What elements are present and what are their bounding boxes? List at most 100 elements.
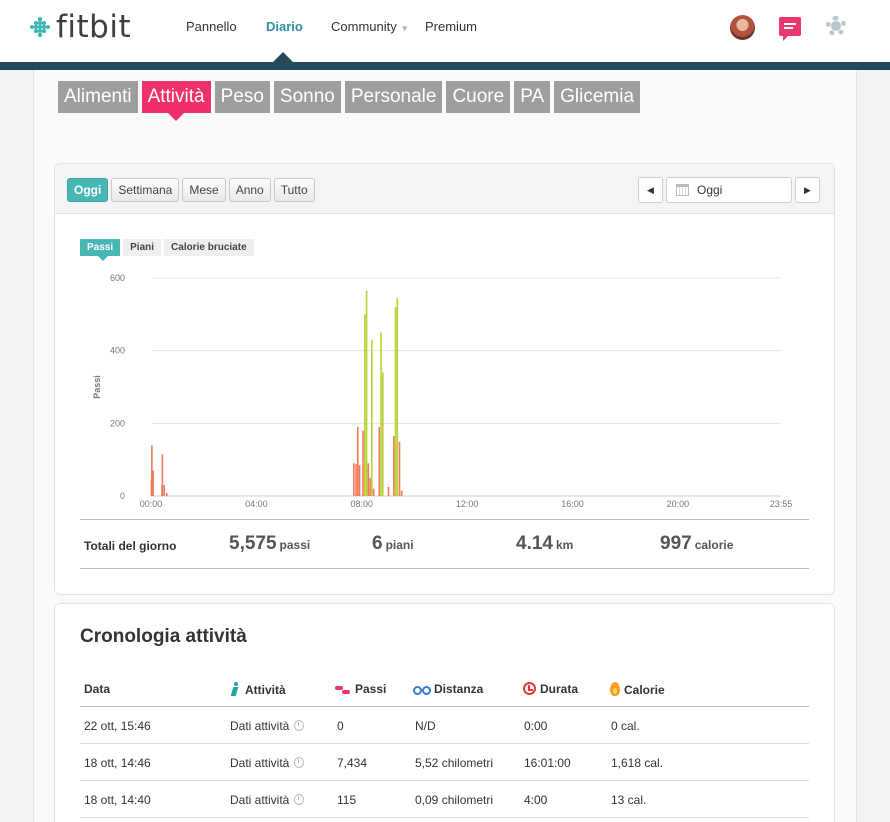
row-steps: 115 xyxy=(337,793,357,807)
chevron-right-icon: ▶ xyxy=(804,185,811,195)
range-mese-button[interactable]: Mese xyxy=(182,178,226,202)
tab-glicemia[interactable]: Glicemia xyxy=(554,81,641,113)
gear-icon[interactable] xyxy=(826,16,846,36)
tab-cuore[interactable]: Cuore xyxy=(446,81,511,113)
row-calories: 0 cal. xyxy=(611,719,640,733)
row-activity[interactable]: Dati attività xyxy=(230,719,305,733)
tab-sonno[interactable]: Sonno xyxy=(273,81,341,113)
total-distance: 4.14 km xyxy=(516,533,573,555)
row-duration: 0:00 xyxy=(524,719,548,733)
metric-tab-piani[interactable]: Piani xyxy=(123,239,162,256)
total-steps: 5,575 passi xyxy=(229,533,310,555)
daily-totals: Totali del giorno 5,575 passi 6 piani 4.14… xyxy=(80,519,809,569)
chart-bar xyxy=(396,297,399,496)
x-tick-label: 12:00 xyxy=(456,499,479,509)
next-day-button[interactable]: ▶ xyxy=(795,177,820,203)
chart-bar xyxy=(372,488,375,496)
table-row[interactable]: 22 ott, 15:46 Dati attività 0 N/D 0:00 0… xyxy=(80,707,809,744)
tab-alimenti[interactable]: Alimenti xyxy=(58,81,138,113)
row-activity-label: Dati attività xyxy=(230,719,290,733)
row-activity[interactable]: Dati attività xyxy=(230,793,305,807)
col-calories-header: Calorie xyxy=(610,682,665,697)
flame-icon xyxy=(610,682,620,696)
row-distance: 5,52 chilometri xyxy=(415,756,494,770)
avatar[interactable] xyxy=(730,15,755,40)
logo-text: fitbit xyxy=(56,9,132,45)
y-tick-label: 400 xyxy=(110,346,125,356)
nav-community[interactable]: Community ▼ xyxy=(331,19,409,34)
fitbit-logo-icon xyxy=(30,17,50,37)
tab-attivita[interactable]: Attività xyxy=(141,81,211,121)
chevron-left-icon: ◀ xyxy=(647,185,654,195)
range-tutto-button[interactable]: Tutto xyxy=(273,178,315,202)
col-calories-label: Calorie xyxy=(624,683,665,697)
col-date-header: Data xyxy=(84,682,111,696)
chart-bar xyxy=(387,486,390,496)
chart-bar xyxy=(163,485,165,496)
walk-icon xyxy=(230,682,241,696)
col-activity-label: Attività xyxy=(245,683,286,697)
chart-bar xyxy=(380,332,382,496)
total-calories-value: 997 xyxy=(660,533,692,554)
category-tabs: Alimenti Attività Peso Sonno Personale C… xyxy=(58,81,641,121)
row-distance: N/D xyxy=(415,719,436,733)
chevron-down-icon: ▼ xyxy=(400,24,409,33)
x-tick-label: 23:55 xyxy=(770,499,793,509)
table-row[interactable]: 18 ott, 14:46 Dati attività 7,434 5,52 c… xyxy=(80,744,809,781)
nav-premium[interactable]: Premium xyxy=(425,19,478,34)
row-steps: 0 xyxy=(337,719,344,733)
row-steps: 7,434 xyxy=(337,756,368,770)
prev-day-button[interactable]: ◀ xyxy=(638,177,663,203)
total-floors-value: 6 xyxy=(372,533,383,554)
total-distance-unit: km xyxy=(555,538,574,552)
fitbit-logo[interactable]: fitbit xyxy=(30,9,132,45)
tab-personale[interactable]: Personale xyxy=(344,81,443,113)
total-floors-unit: piani xyxy=(385,538,414,552)
col-duration-label: Durata xyxy=(540,682,579,696)
distance-icon xyxy=(413,685,431,695)
messages-icon[interactable] xyxy=(779,17,801,41)
row-distance: 0,09 chilometri xyxy=(415,793,494,807)
y-tick-label: 200 xyxy=(110,418,125,428)
chart-bar xyxy=(161,454,164,496)
chart-bar xyxy=(166,493,168,496)
stopwatch-icon xyxy=(294,720,305,731)
col-duration-header: Durata xyxy=(523,682,578,696)
x-tick-label: 20:00 xyxy=(667,499,690,509)
date-field[interactable]: Oggi xyxy=(666,177,792,203)
chart-bar xyxy=(353,463,355,496)
y-tick-label: 0 xyxy=(120,491,125,501)
nav-pannello[interactable]: Pannello xyxy=(186,19,237,34)
range-oggi-button[interactable]: Oggi xyxy=(67,178,109,202)
range-anno-button[interactable]: Anno xyxy=(228,178,271,202)
metric-tab-passi[interactable]: Passi xyxy=(80,239,121,261)
row-duration: 4:00 xyxy=(524,793,548,807)
table-row[interactable]: 18 ott, 14:40 Dati attività 115 0,09 chi… xyxy=(80,781,809,818)
history-table: Data Attività Passi Distanza Durata Calo… xyxy=(80,669,809,818)
chart-bar xyxy=(358,465,361,496)
row-activity-label: Dati attività xyxy=(230,756,290,770)
date-field-value: Oggi xyxy=(697,183,723,197)
tab-peso[interactable]: Peso xyxy=(214,81,270,113)
active-nav-pointer xyxy=(272,52,294,63)
date-navigator: ◀ Oggi ▶ xyxy=(638,177,820,203)
row-activity[interactable]: Dati attività xyxy=(230,756,305,770)
row-date: 22 ott, 15:46 xyxy=(84,719,151,733)
activity-chart-card: Oggi Settimana Mese Anno Tutto ◀ Oggi ▶ … xyxy=(54,163,835,595)
top-header: fitbit Pannello Diario Community ▼ Premiu… xyxy=(0,0,890,63)
nav-diario[interactable]: Diario xyxy=(266,19,303,34)
x-tick-label: 00:00 xyxy=(140,499,163,509)
total-steps-value: 5,575 xyxy=(229,533,277,554)
totals-label: Totali del giorno xyxy=(84,539,177,553)
metric-tab-calorie[interactable]: Calorie bruciate xyxy=(164,239,254,256)
row-activity-label: Dati attività xyxy=(230,793,290,807)
tab-pa[interactable]: PA xyxy=(514,81,551,113)
range-selector: Oggi Settimana Mese Anno Tutto xyxy=(67,178,315,202)
total-floors: 6 piani xyxy=(372,533,414,555)
chart-card-header: Oggi Settimana Mese Anno Tutto ◀ Oggi ▶ xyxy=(55,164,834,214)
header-stripe xyxy=(0,62,890,70)
chart-bar xyxy=(369,477,371,496)
col-distance-label: Distanza xyxy=(434,682,484,696)
chart-bar xyxy=(367,463,370,496)
range-settimana-button[interactable]: Settimana xyxy=(111,178,180,202)
